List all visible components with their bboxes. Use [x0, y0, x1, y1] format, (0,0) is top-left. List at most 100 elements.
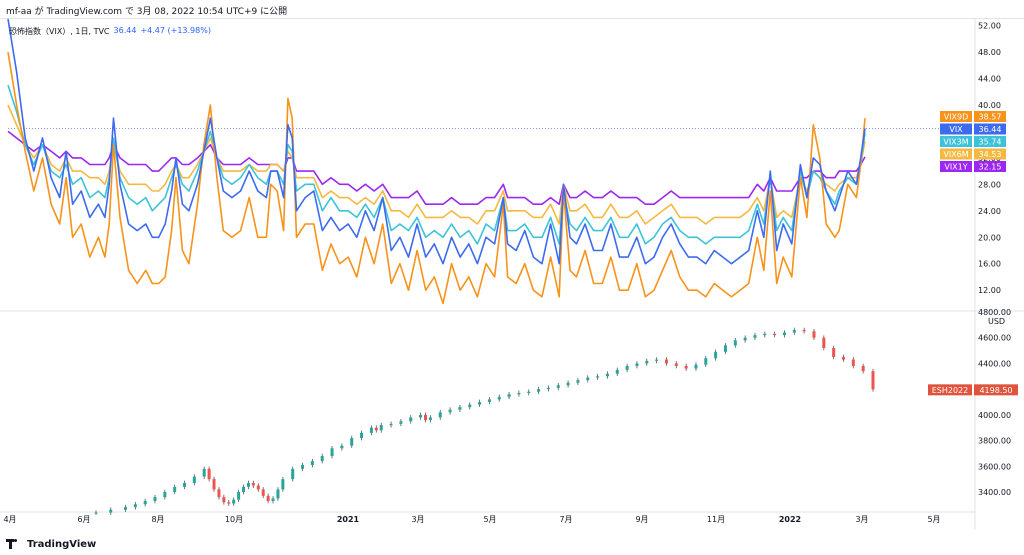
candle-body[interactable] [527, 391, 531, 393]
candle-body[interactable] [487, 399, 491, 402]
candle-body[interactable] [753, 335, 757, 338]
candle-body[interactable] [743, 337, 747, 341]
series-line-vix1y[interactable] [7, 130, 866, 205]
candle-body[interactable] [507, 394, 511, 397]
candle-body[interactable] [566, 382, 570, 386]
candle-body[interactable] [227, 502, 231, 504]
candle-body[interactable] [655, 359, 659, 361]
candle-body[interactable] [217, 489, 221, 498]
candle-body[interactable] [133, 504, 137, 508]
candle-body[interactable] [246, 483, 250, 487]
candle-body[interactable] [256, 485, 260, 490]
candle-body[interactable] [832, 348, 836, 357]
candle-body[interactable] [399, 421, 403, 424]
candle-body[interactable] [379, 425, 383, 431]
candle-body[interactable] [763, 333, 767, 336]
candle-body[interactable] [605, 373, 609, 377]
candle-body[interactable] [276, 489, 280, 499]
candle-body[interactable] [232, 499, 236, 504]
series-badge-value: 38.57 [979, 113, 1002, 122]
series-badge-name-bg [940, 148, 972, 160]
candle-body[interactable] [468, 404, 472, 408]
candle-body[interactable] [423, 414, 427, 420]
candle-body[interactable] [428, 417, 432, 420]
candle-body[interactable] [320, 456, 324, 462]
candle-body[interactable] [301, 465, 305, 469]
candle-body[interactable] [458, 407, 462, 410]
candle-body[interactable] [369, 427, 373, 433]
candle-body[interactable] [266, 495, 270, 501]
candle-body[interactable] [291, 468, 295, 480]
candle-body[interactable] [222, 497, 226, 503]
esh-badge-value-bg [974, 384, 1018, 396]
candle-body[interactable] [517, 393, 521, 395]
candle-body[interactable] [173, 486, 177, 492]
candle-body[interactable] [576, 380, 580, 383]
candle-body[interactable] [281, 479, 285, 490]
candle-body[interactable] [645, 360, 649, 364]
candle-body[interactable] [350, 438, 354, 446]
candle-body[interactable] [782, 332, 786, 336]
candle-body[interactable] [340, 445, 344, 449]
candle-body[interactable] [537, 389, 541, 392]
candle-body[interactable] [237, 492, 241, 500]
candle-body[interactable] [242, 486, 246, 492]
candle-body[interactable] [251, 483, 255, 486]
candle-body[interactable] [497, 396, 501, 400]
candle-body[interactable] [438, 412, 442, 418]
candle-body[interactable] [802, 330, 806, 332]
candle-body[interactable] [861, 366, 865, 372]
candle-body[interactable] [207, 468, 211, 480]
candle-body[interactable] [664, 359, 668, 364]
candle-body[interactable] [310, 461, 314, 465]
candle-body[interactable] [271, 498, 275, 501]
candle-body[interactable] [143, 501, 147, 505]
candle-body[interactable] [163, 492, 167, 498]
candle-body[interactable] [871, 371, 875, 390]
candle-body[interactable] [389, 423, 393, 426]
candle-body[interactable] [261, 489, 265, 496]
candle-body[interactable] [556, 385, 560, 388]
candle-body[interactable] [812, 331, 816, 338]
candle-body[interactable] [674, 363, 678, 366]
candle-body[interactable] [124, 507, 128, 510]
series-line-vix6m[interactable] [7, 104, 866, 225]
candle-body[interactable] [684, 366, 688, 369]
candle-body[interactable] [192, 476, 196, 483]
candle-body[interactable] [183, 483, 187, 487]
tradingview-footer[interactable]: TradingView [6, 537, 96, 551]
candle-body[interactable] [704, 358, 708, 365]
candle-body[interactable] [822, 337, 826, 348]
candle-body[interactable] [841, 357, 845, 360]
candle-body[interactable] [109, 509, 113, 513]
candle-body[interactable] [851, 359, 855, 366]
candle-body[interactable] [615, 369, 619, 374]
candle-body[interactable] [714, 351, 718, 359]
candle-body[interactable] [419, 414, 423, 418]
candle-body[interactable] [360, 432, 364, 438]
candle-body[interactable] [694, 364, 698, 369]
candle-body[interactable] [733, 340, 737, 346]
candle-body[interactable] [596, 376, 600, 378]
candle-body[interactable] [330, 448, 334, 456]
candle-body[interactable] [546, 387, 550, 390]
series-line-vix3m[interactable] [7, 84, 866, 245]
y-tick-label: 44.00 [978, 75, 1001, 84]
candle-body[interactable] [212, 479, 216, 490]
candle-body[interactable] [409, 417, 413, 422]
candle-body[interactable] [723, 345, 727, 352]
series-line-vix[interactable] [7, 18, 866, 265]
candle-body[interactable] [448, 409, 452, 413]
candle-body[interactable] [586, 377, 590, 381]
candle-body[interactable] [374, 427, 378, 431]
candle-body[interactable] [625, 366, 629, 370]
candle-body[interactable] [94, 512, 98, 514]
series-line-vix9d[interactable] [7, 51, 866, 305]
candle-body[interactable] [153, 497, 157, 501]
candle-body[interactable] [202, 468, 206, 477]
candle-body[interactable] [792, 330, 796, 333]
candle-body[interactable] [478, 402, 482, 405]
candle-body[interactable] [773, 333, 777, 336]
candle-body[interactable] [635, 363, 639, 366]
